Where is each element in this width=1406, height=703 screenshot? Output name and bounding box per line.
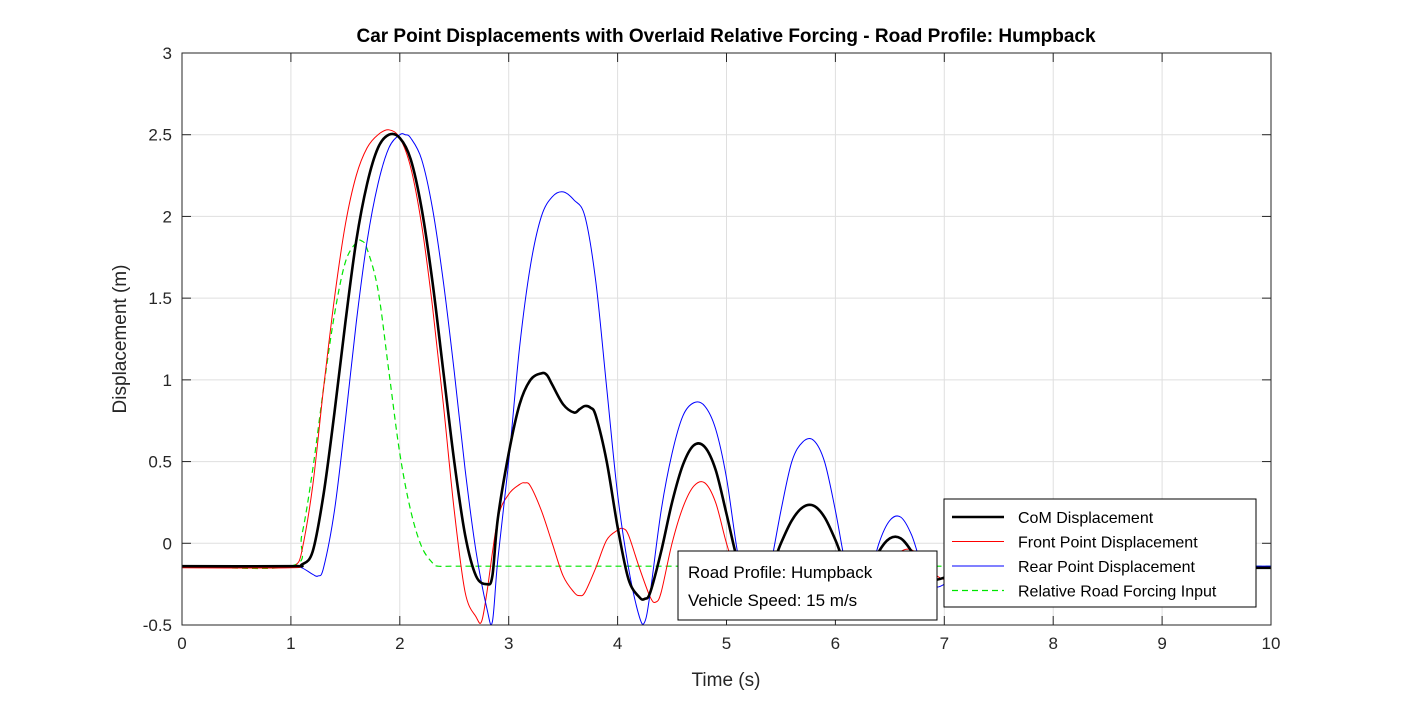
x-tick-label: 4 [613, 634, 622, 653]
legend-label-com-displacement: CoM Displacement [1018, 510, 1154, 527]
x-tick-label: 8 [1048, 634, 1057, 653]
y-tick-label: 0.5 [148, 453, 172, 472]
legend-label-front-point-displacement: Front Point Displacement [1018, 535, 1198, 552]
annotation-box: Road Profile: Humpback Vehicle Speed: 15… [677, 550, 938, 621]
y-tick-label: 1.5 [148, 289, 172, 308]
chart-title: Car Point Displacements with Overlaid Re… [356, 26, 1095, 47]
annotation-frame [677, 550, 938, 621]
x-tick-label: 9 [1157, 634, 1166, 653]
y-tick-label: 3 [163, 44, 172, 63]
x-tick-label: 1 [286, 634, 295, 653]
x-tick-label: 0 [177, 634, 186, 653]
x-axis-label: Time (s) [692, 670, 761, 691]
axis-ticks: 0 1 2 3 4 5 6 7 8 9 10 -0.5 0 0.5 1 1.5 2 2.5 3 [143, 44, 1281, 653]
x-tick-label: 10 [1262, 634, 1281, 653]
annotation-line-1: Road Profile: Humpback [688, 563, 873, 582]
y-tick-label: 1 [163, 371, 172, 390]
x-tick-label: 6 [831, 634, 840, 653]
x-tick-label: 2 [395, 634, 404, 653]
y-tick-label: 2.5 [148, 126, 172, 145]
y-tick-label: -0.5 [143, 616, 172, 635]
annotation-line-2: Vehicle Speed: 15 m/s [688, 591, 857, 610]
y-tick-label: 2 [163, 207, 172, 226]
legend-label-relative-road-forcing-input: Relative Road Forcing Input [1018, 584, 1217, 601]
legend: CoM Displacement Front Point Displacement… [943, 498, 1257, 608]
legend-entries: CoM Displacement Front Point Displacement… [952, 510, 1217, 601]
legend-label-rear-point-displacement: Rear Point Displacement [1018, 559, 1196, 576]
y-tick-label: 0 [163, 534, 172, 553]
x-tick-label: 7 [940, 634, 949, 653]
y-axis-label: Displacement (m) [110, 265, 131, 414]
x-tick-label: 5 [722, 634, 731, 653]
x-tick-label: 3 [504, 634, 513, 653]
